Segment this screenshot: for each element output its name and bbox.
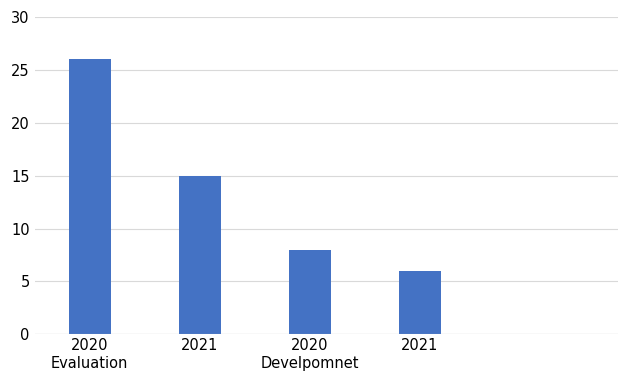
Bar <box>399 271 441 334</box>
Bar <box>289 250 331 334</box>
Bar <box>179 176 221 334</box>
Bar <box>69 60 111 334</box>
